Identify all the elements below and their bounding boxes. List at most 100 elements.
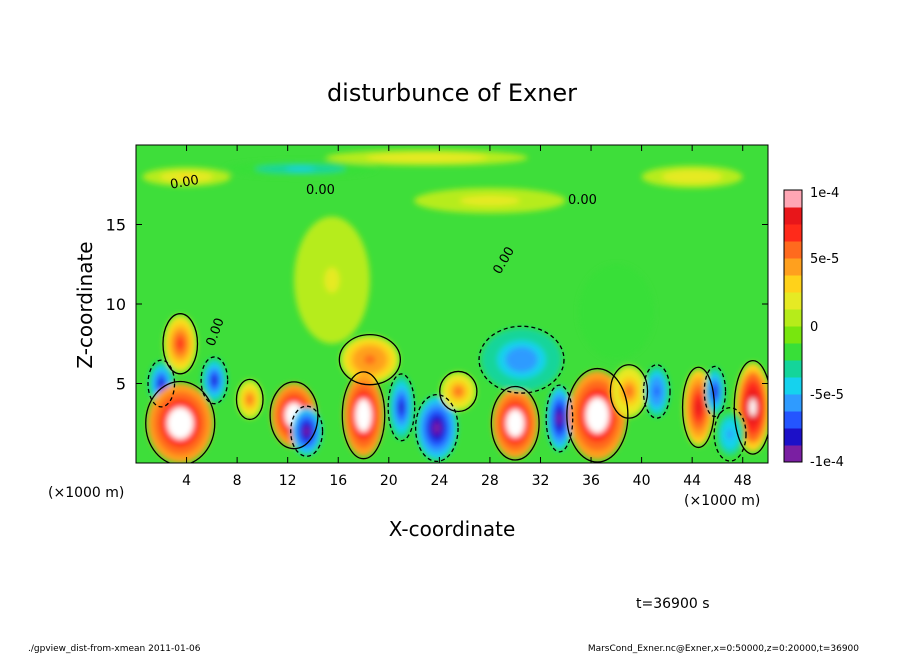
colorbar-labels: 1e-4 5e-5 0 -5e-5 -1e-4 — [810, 186, 844, 470]
y-tick-label: 15 — [106, 216, 126, 235]
contour-line — [733, 359, 768, 455]
y-tick-label: 10 — [106, 295, 126, 314]
colorbar-label-high: 5e-5 — [810, 252, 839, 267]
y-axis-label: Z-coordinate — [73, 241, 97, 368]
colorbar-swatch — [784, 394, 802, 412]
colorbar-label-max: 1e-4 — [810, 186, 839, 201]
x-tick-label: 48 — [734, 473, 752, 489]
contour-line — [545, 384, 574, 453]
colorbar-swatch — [784, 428, 802, 446]
time-label: t=36900 s — [636, 596, 710, 612]
zero-contours — [145, 313, 768, 463]
field-cell — [513, 353, 530, 367]
colorbar-frame — [783, 189, 803, 463]
x-unit-left: (×1000 m) — [48, 485, 124, 501]
contour-line — [338, 333, 402, 386]
colorbar-swatch — [784, 207, 802, 225]
x-axis: 4 8 12 16 20 24 28 32 36 40 44 48 — [182, 145, 752, 489]
colorbar-swatch — [784, 377, 802, 395]
contour-line — [642, 364, 671, 419]
contour-line — [162, 313, 199, 375]
contour-line — [145, 380, 216, 463]
contour-line — [235, 378, 264, 421]
y-tick-label: 5 — [116, 375, 126, 394]
contour-line — [147, 359, 176, 408]
contour-line — [439, 370, 478, 413]
field-cell — [406, 156, 447, 160]
colorbar-label-min: -1e-4 — [810, 455, 844, 470]
x-tick-label: 4 — [182, 473, 191, 489]
x-tick-label: 12 — [279, 473, 297, 489]
x-tick-label: 36 — [582, 473, 600, 489]
colorbar-swatch — [784, 190, 802, 208]
colorbar-swatch — [784, 241, 802, 259]
x-tick-label: 24 — [430, 473, 448, 489]
field-cell — [454, 387, 462, 396]
field-cell — [727, 429, 734, 440]
x-tick-label: 44 — [683, 473, 701, 489]
y-axis: 5 10 15 — [106, 216, 768, 394]
field-cell — [510, 416, 520, 431]
contour-label-2: 0.00 — [306, 183, 335, 198]
field-cell — [591, 406, 604, 425]
x-tick-label: 8 — [233, 473, 242, 489]
x-unit-right: (×1000 m) — [684, 493, 760, 509]
x-tick-label: 20 — [380, 473, 398, 489]
colorbar-label-zero: 0 — [810, 320, 818, 335]
contour-line — [341, 371, 386, 460]
contour-line — [609, 364, 649, 419]
contour-line — [566, 367, 629, 463]
field-cell — [324, 267, 340, 293]
footer-left: ./gpview_dist-from-xmean 2011-01-06 — [28, 644, 201, 654]
field-cell — [158, 379, 164, 388]
contour-line — [703, 365, 727, 418]
field-cell — [211, 375, 217, 385]
field-cell — [695, 399, 702, 415]
field-cell — [654, 386, 660, 397]
field-cell — [359, 407, 368, 424]
colorbar-swatch — [784, 258, 802, 276]
colorbar-swatch — [784, 445, 802, 463]
contour-line — [269, 381, 319, 450]
field-cell — [682, 174, 703, 180]
contour-line — [414, 393, 459, 463]
colorbar — [783, 189, 803, 463]
contour-line — [478, 325, 565, 394]
colorbar-swatch — [784, 275, 802, 293]
contour-line — [200, 356, 229, 405]
contour-line — [713, 407, 747, 462]
field-cell — [364, 354, 376, 365]
footer-right: MarsCond_Exner.nc@Exner,x=0:50000,z=0:20… — [588, 644, 859, 654]
colorbar-swatch — [784, 224, 802, 242]
field-cell — [398, 400, 404, 414]
field-cell — [173, 415, 187, 432]
field-cell — [285, 167, 316, 171]
x-tick-label: 32 — [532, 473, 550, 489]
colorbar-swatch — [784, 343, 802, 361]
contour-line — [681, 366, 716, 449]
x-tick-label: 16 — [329, 473, 347, 489]
field-cell — [556, 412, 562, 425]
contour-line — [387, 373, 416, 442]
colorbar-label-low: -5e-5 — [810, 388, 844, 403]
contour-line — [290, 405, 324, 457]
field-cell — [177, 174, 196, 179]
x-axis-label: X-coordinate — [389, 517, 516, 541]
field-cell — [749, 398, 757, 417]
field-cell — [625, 386, 633, 397]
field-cell — [303, 426, 310, 436]
field-cell — [474, 198, 506, 204]
chart-title: disturbunce of Exner — [327, 79, 577, 107]
colorbar-swatch — [784, 411, 802, 429]
colorbar-swatch — [784, 360, 802, 378]
contour-label-3: 0.00 — [568, 193, 597, 208]
x-tick-label: 40 — [633, 473, 651, 489]
contour-label-1: 0.00 — [169, 173, 200, 193]
x-tick-label: 28 — [481, 473, 499, 489]
colorbar-swatch — [784, 309, 802, 327]
field-cell — [247, 395, 253, 404]
contour-line — [490, 385, 540, 461]
colorbar-swatch — [784, 292, 802, 310]
field-cell — [176, 338, 184, 350]
